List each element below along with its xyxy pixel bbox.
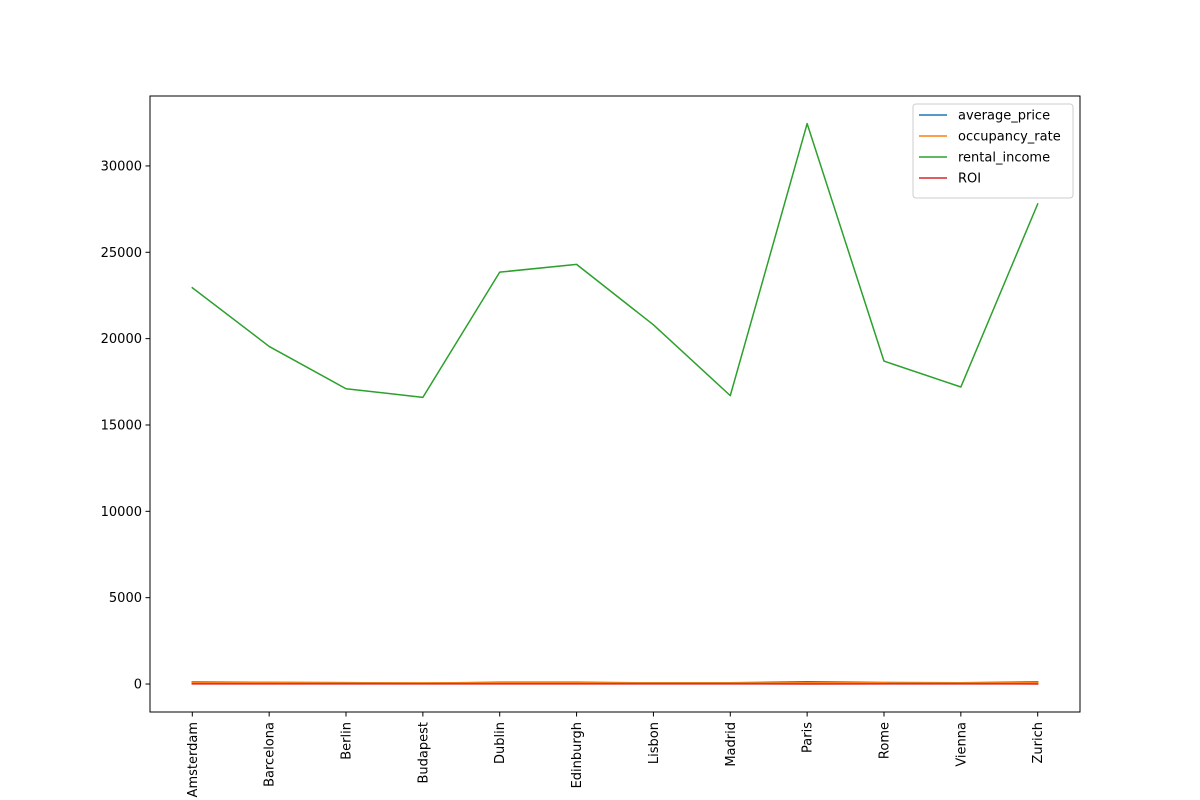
x-tick-label: Edinburgh xyxy=(570,722,585,788)
legend-box xyxy=(912,103,1074,199)
x-tick-label: Rome xyxy=(877,722,892,759)
x-axis: Amsterdam Barcelona Berlin Budapest Dublin Ed… xyxy=(186,712,1046,797)
x-tick-label: Budapest xyxy=(416,722,431,784)
x-tick-label: Amsterdam xyxy=(186,722,201,797)
y-tick-label: 10000 xyxy=(101,505,142,520)
series-line-rental-income xyxy=(191,122,1039,399)
x-tick-label: Barcelona xyxy=(263,722,278,787)
legend-label: rental_income xyxy=(958,151,1050,166)
y-tick-label: 20000 xyxy=(101,332,142,347)
x-tick-label: Dublin xyxy=(493,722,508,764)
legend: average_price occupancy_rate rental_income… xyxy=(912,103,1074,199)
legend-label: average_price xyxy=(958,109,1050,124)
series-lines xyxy=(191,122,1039,685)
legend-label: ROI xyxy=(958,172,981,187)
x-tick-label: Madrid xyxy=(724,722,739,767)
y-tick-label: 5000 xyxy=(109,591,142,606)
x-tick-label: Zurich xyxy=(1031,722,1046,764)
x-tick-label: Paris xyxy=(801,722,816,753)
plot-frame xyxy=(149,95,1081,713)
x-tick-label: Lisbon xyxy=(647,722,662,764)
y-tick-label: 0 xyxy=(134,678,142,693)
y-axis: 0 5000 10000 15000 20000 25000 30000 xyxy=(101,159,150,693)
y-tick-label: 30000 xyxy=(101,159,142,174)
x-tick-label: Berlin xyxy=(340,722,355,760)
y-tick-label: 25000 xyxy=(101,246,142,261)
y-tick-label: 15000 xyxy=(101,418,142,433)
x-tick-label: Vienna xyxy=(954,722,969,767)
legend-label: occupancy_rate xyxy=(958,130,1061,145)
